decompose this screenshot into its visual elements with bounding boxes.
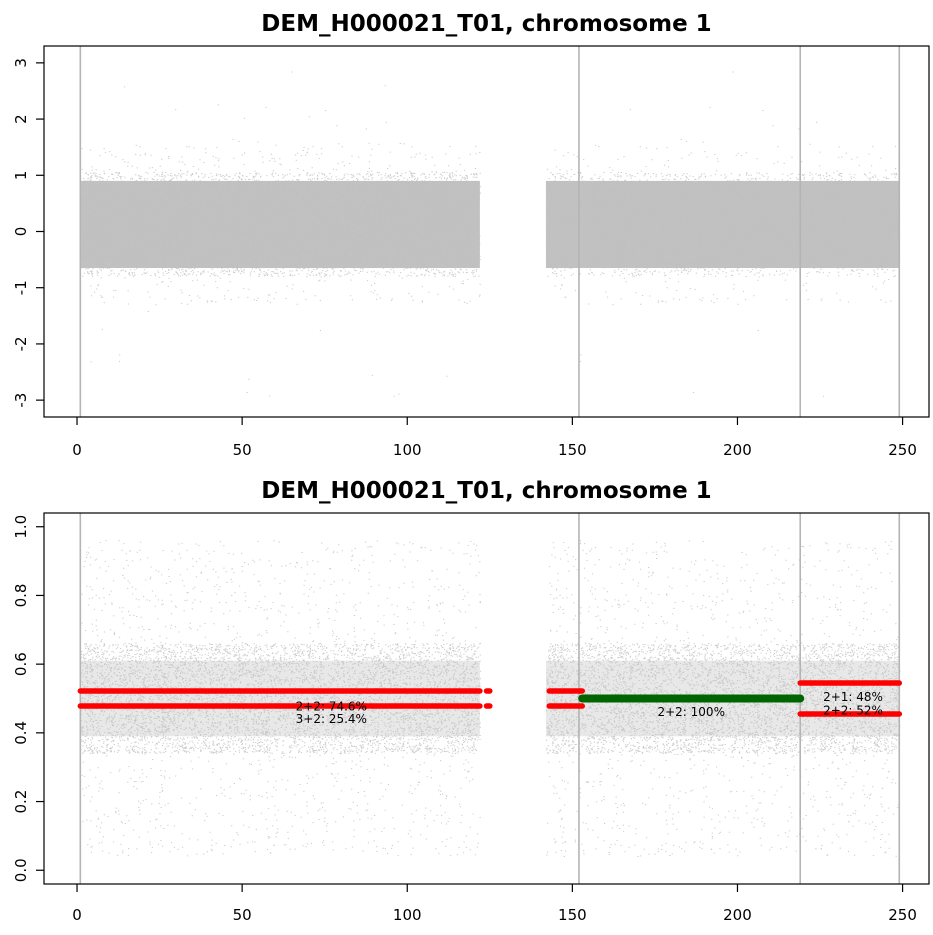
y-tick-label: 2 [12,114,30,124]
y-tick-label: -1 [12,280,30,295]
x-tick-label: 250 [888,441,917,459]
panel-bottom: DEM_H000021_T01, chromosome 1 2+2: 74.6%3… [12,478,930,924]
segment-annotation: 2+2: 74.6% [296,699,367,713]
y-tick-label: -2 [12,336,30,351]
x-tick-label: 200 [723,441,752,459]
x-tick-label: 150 [558,441,587,459]
y-tick-label: 1.0 [12,515,30,539]
x-tick-label: 50 [233,441,252,459]
x-tick-label: 50 [233,906,252,924]
data-point-cloud-0 [80,71,481,397]
x-tick-label: 0 [72,441,82,459]
y-tick-label: 0 [12,227,30,237]
y-tick-label: -3 [12,393,30,408]
data-points [80,540,901,857]
y-tick-label: 1 [12,171,30,181]
y-tick-label: 0.6 [12,652,30,676]
x-tick-label: 200 [723,906,752,924]
y-tick-label: 3 [12,58,30,68]
data-point-cloud-1 [545,71,901,397]
x-tick-label: 250 [888,906,917,924]
panel-top: DEM_H000021_T01, chromosome 10 50 100 150 20… [12,11,930,459]
x-tick-label: 100 [393,906,422,924]
y-tick-label: 0.8 [12,584,30,608]
segment-annotation: 3+2: 25.4% [296,712,367,726]
x-tick-label: 100 [393,441,422,459]
y-tick-label: 0.2 [12,790,30,814]
x-tick-label: 150 [558,906,587,924]
data-point-core-1 [545,180,900,269]
segment-annotation: 2+2: 100% [657,705,725,719]
y-tick-label: 0.0 [12,858,30,882]
segment-annotation: 2+1: 48% [823,690,883,704]
y-tick-label: 0.4 [12,721,30,745]
data-point-core-0 [80,180,480,269]
chart-title: DEM_H000021_T01, chromosome 1 [261,11,711,37]
x-tick-label: 0 [72,906,82,924]
data-points [80,71,901,397]
plot-frame [43,512,930,885]
chart-title: DEM_H000021_T01, chromosome 1 [261,478,711,504]
segment-annotation: 2+2: 52% [823,704,883,718]
